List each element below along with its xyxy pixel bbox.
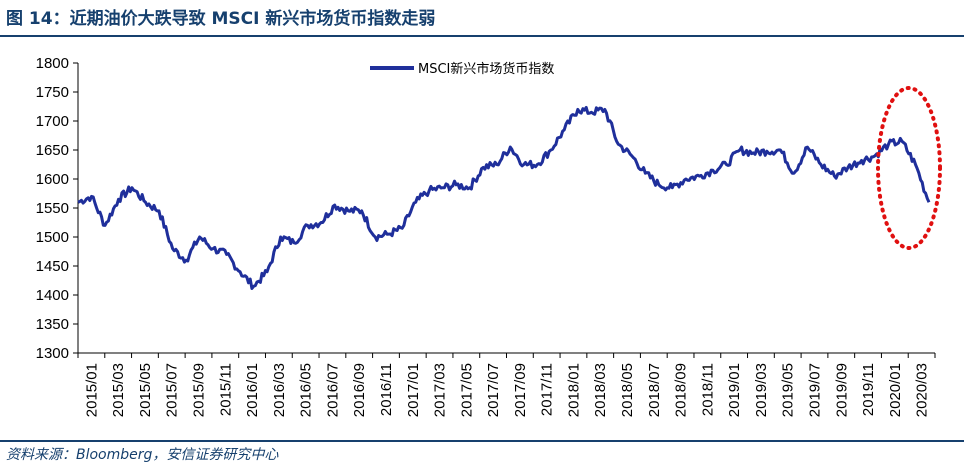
y-tick-label: 1750 bbox=[36, 84, 69, 101]
x-tick-label: 2020/03 bbox=[914, 363, 931, 417]
x-tick-label: 2015/07 bbox=[164, 363, 181, 417]
annotation-layer bbox=[876, 86, 942, 250]
x-tick-label: 2016/09 bbox=[351, 363, 368, 417]
x-tick-label: 2017/07 bbox=[485, 363, 502, 417]
x-tick-label: 2019/11 bbox=[860, 363, 877, 416]
y-tick-label: 1500 bbox=[36, 229, 69, 246]
x-tick-label: 2015/09 bbox=[191, 363, 208, 417]
y-tick-label: 1800 bbox=[36, 55, 69, 72]
x-tick-label: 2016/11 bbox=[378, 363, 395, 416]
x-tick-label: 2018/11 bbox=[699, 363, 716, 416]
x-tick-label: 2016/01 bbox=[244, 363, 261, 417]
line-chart: 1300 1350 1400 1450 1500 1550 1600 1650 1700 1750… bbox=[36, 55, 942, 417]
chart-axes bbox=[77, 63, 935, 354]
x-tick-label: 2019/05 bbox=[780, 363, 797, 417]
x-tick-label: 2015/11 bbox=[217, 363, 234, 416]
x-tick-label: 2015/05 bbox=[137, 363, 154, 417]
series-layer bbox=[77, 105, 931, 290]
y-axis-ticks: 1300 1350 1400 1450 1500 1550 1600 1650 1700 1750… bbox=[36, 55, 78, 362]
footer-rule bbox=[0, 440, 964, 442]
header-rule bbox=[0, 35, 964, 37]
source-note: 资料来源：Bloomberg，安信证券研究中心 bbox=[6, 447, 279, 463]
y-tick-label: 1700 bbox=[36, 113, 69, 130]
y-tick-label: 1450 bbox=[36, 258, 69, 275]
x-tick-label: 2015/01 bbox=[83, 363, 100, 417]
x-tick-label: 2017/11 bbox=[539, 363, 556, 416]
y-tick-label: 1350 bbox=[36, 316, 69, 333]
y-tick-label: 1300 bbox=[36, 345, 69, 362]
x-tick-label: 2019/03 bbox=[753, 363, 770, 417]
x-tick-label: 2018/09 bbox=[673, 363, 690, 417]
x-tick-label: 2019/07 bbox=[806, 363, 823, 417]
x-tick-label: 2015/03 bbox=[110, 363, 127, 417]
x-tick-label: 2020/01 bbox=[887, 363, 904, 417]
x-tick-label: 2018/03 bbox=[592, 363, 609, 417]
x-tick-label: 2017/03 bbox=[432, 363, 449, 417]
x-tick-label: 2018/07 bbox=[646, 363, 663, 417]
series-line bbox=[77, 105, 931, 290]
y-tick-label: 1650 bbox=[36, 142, 69, 159]
chart-legend: MSCI新兴市场货币指数 bbox=[370, 61, 554, 77]
x-tick-label: 2019/09 bbox=[833, 363, 850, 417]
x-tick-label: 2016/03 bbox=[271, 363, 288, 417]
figure-title: 图 14：近期油价大跌导致 MSCI 新兴市场货币指数走弱 bbox=[6, 9, 436, 29]
y-tick-label: 1600 bbox=[36, 171, 69, 188]
x-tick-label: 2016/07 bbox=[324, 363, 341, 417]
y-tick-label: 1400 bbox=[36, 287, 69, 304]
x-tick-label: 2016/05 bbox=[298, 363, 315, 417]
x-tick-label: 2019/01 bbox=[726, 363, 743, 417]
x-tick-label: 2018/01 bbox=[565, 363, 582, 417]
legend-label: MSCI新兴市场货币指数 bbox=[418, 61, 554, 77]
x-tick-label: 2018/05 bbox=[619, 363, 636, 417]
highlight-ellipse bbox=[876, 86, 942, 250]
y-tick-label: 1550 bbox=[36, 200, 69, 217]
x-tick-label: 2017/09 bbox=[512, 363, 529, 417]
x-tick-label: 2017/05 bbox=[458, 363, 475, 417]
x-axis-ticks: 2015/01 2015/03 2015/05 2015/07 2015/09 2015/… bbox=[77, 353, 936, 417]
x-tick-label: 2017/01 bbox=[405, 363, 422, 417]
